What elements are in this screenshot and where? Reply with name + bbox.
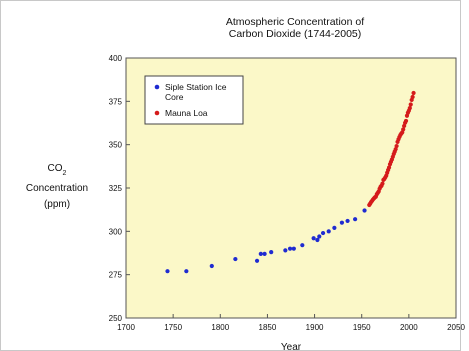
data-point-siple	[317, 234, 322, 239]
y-tick-label: 275	[109, 271, 123, 280]
data-point-siple	[209, 263, 214, 269]
x-tick-label: 1750	[164, 323, 182, 332]
data-point-siple	[184, 269, 189, 274]
x-tick-label: 2050	[447, 323, 465, 332]
y-tick-label: 250	[109, 314, 123, 323]
data-point-siple	[300, 243, 305, 248]
data-point-siple	[287, 246, 293, 251]
data-point-siple	[353, 217, 358, 222]
data-point-siple	[339, 220, 345, 225]
data-point-siple	[320, 230, 326, 236]
y-tick-label: 375	[109, 97, 123, 106]
chart-title-line-1: Atmospheric Concentration of	[226, 16, 364, 28]
data-point-siple	[165, 269, 170, 274]
data-point-siple	[291, 246, 296, 251]
data-point-mauna-loa	[410, 94, 415, 100]
x-tick-label: 1700	[117, 323, 135, 332]
x-axis-label: Year	[281, 342, 302, 351]
y-tick-label: 400	[109, 54, 123, 63]
data-point-siple	[262, 251, 267, 256]
y-axis-ticks: 250 275 300 325 350 375 400	[109, 54, 130, 323]
data-point-mauna-loa	[411, 90, 416, 96]
data-point-siple	[311, 236, 316, 241]
data-point-siple	[258, 251, 263, 256]
data-point-siple	[362, 208, 367, 213]
data-point-siple	[269, 250, 274, 255]
legend-label-siple-line-1: Siple Station Ice	[165, 82, 227, 92]
legend-label-siple-line-2: Core	[165, 92, 184, 102]
data-point-siple	[332, 225, 337, 230]
data-point-mauna-loa	[407, 105, 412, 111]
legend-box	[144, 75, 244, 125]
x-axis-ticks: 1700 1750 1800 1850 1900 1950 2000 2050	[117, 314, 465, 332]
y-tick-label: 300	[109, 227, 123, 236]
legend-label-mauna-loa: Mauna Loa	[165, 108, 208, 118]
legend-marker-siple	[154, 84, 160, 90]
data-point-mauna-loa	[394, 143, 399, 149]
legend: Siple Station Ice Core Mauna Loa	[144, 75, 244, 125]
data-point-siple	[254, 258, 260, 263]
data-point-siple	[326, 229, 331, 234]
x-tick-label: 1900	[306, 323, 324, 332]
x-tick-label: 1800	[211, 323, 229, 332]
y-axis-label-co2-subscript: 2	[63, 170, 67, 177]
data-point-mauna-loa	[386, 165, 392, 170]
data-point-siple	[233, 256, 238, 262]
data-point-mauna-loa	[401, 127, 406, 132]
y-axis-label-line-3: (ppm)	[44, 199, 70, 210]
data-points	[165, 90, 416, 274]
x-tick-label: 1950	[353, 323, 371, 332]
y-tick-label: 325	[109, 184, 123, 193]
chart-title-line-2: Carbon Dioxide (1744-2005)	[229, 28, 362, 40]
y-axis-label-line-2: Concentration	[26, 183, 88, 194]
y-axis-label-co2-main: CO	[48, 163, 63, 174]
data-point-mauna-loa	[408, 102, 413, 107]
y-tick-label: 350	[109, 141, 123, 150]
data-point-siple	[283, 248, 288, 253]
data-point-siple	[345, 218, 350, 224]
data-point-siple	[315, 237, 320, 243]
x-tick-label: 1850	[259, 323, 277, 332]
data-point-mauna-loa	[380, 181, 385, 186]
data-point-mauna-loa	[403, 118, 409, 124]
x-tick-label: 2000	[400, 323, 418, 332]
legend-marker-mauna-loa	[154, 110, 160, 116]
y-axis-label-co2: CO2	[48, 163, 67, 177]
